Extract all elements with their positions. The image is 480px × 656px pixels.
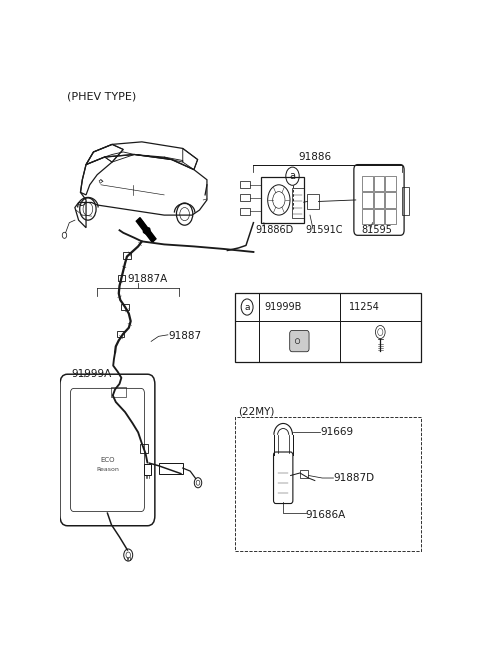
Text: 91686A: 91686A bbox=[305, 510, 346, 520]
Bar bbox=[374, 192, 384, 207]
Bar bbox=[140, 444, 148, 453]
Bar bbox=[307, 194, 319, 209]
Bar bbox=[111, 387, 126, 397]
Bar bbox=[292, 188, 304, 218]
Text: 91887D: 91887D bbox=[334, 473, 374, 483]
Bar bbox=[385, 192, 396, 207]
Text: 91669: 91669 bbox=[321, 427, 354, 438]
Bar bbox=[144, 464, 151, 475]
Text: Reason: Reason bbox=[96, 467, 119, 472]
Bar bbox=[240, 194, 250, 201]
Text: 91591C: 91591C bbox=[305, 225, 343, 236]
Bar bbox=[117, 331, 124, 337]
Bar bbox=[158, 462, 183, 474]
Text: a: a bbox=[244, 302, 250, 312]
Text: 91999A: 91999A bbox=[71, 369, 111, 379]
Bar bbox=[402, 188, 409, 215]
Text: ECO: ECO bbox=[100, 457, 115, 464]
Bar bbox=[240, 207, 250, 215]
Text: a: a bbox=[289, 171, 296, 181]
Bar bbox=[362, 192, 373, 207]
FancyBboxPatch shape bbox=[290, 331, 309, 352]
Bar bbox=[235, 293, 421, 361]
Bar bbox=[374, 209, 384, 224]
Text: 11254: 11254 bbox=[349, 302, 380, 312]
Bar bbox=[374, 176, 384, 192]
Text: (22MY): (22MY) bbox=[239, 406, 275, 416]
Bar bbox=[118, 276, 125, 281]
Text: 91999B: 91999B bbox=[264, 302, 302, 312]
Text: (PHEV TYPE): (PHEV TYPE) bbox=[67, 91, 137, 102]
Text: 91886: 91886 bbox=[298, 152, 331, 162]
Polygon shape bbox=[136, 218, 156, 242]
Bar bbox=[235, 417, 421, 551]
Bar bbox=[240, 181, 250, 188]
Bar bbox=[121, 304, 129, 310]
Bar bbox=[362, 176, 373, 192]
Bar bbox=[123, 253, 131, 258]
Bar bbox=[300, 470, 308, 478]
Bar bbox=[362, 209, 373, 224]
Text: 91887A: 91887A bbox=[127, 274, 167, 284]
Text: 91887: 91887 bbox=[168, 331, 201, 341]
Text: 91886D: 91886D bbox=[255, 225, 294, 236]
Bar bbox=[385, 176, 396, 192]
Bar bbox=[385, 209, 396, 224]
Text: 81595: 81595 bbox=[361, 225, 392, 236]
